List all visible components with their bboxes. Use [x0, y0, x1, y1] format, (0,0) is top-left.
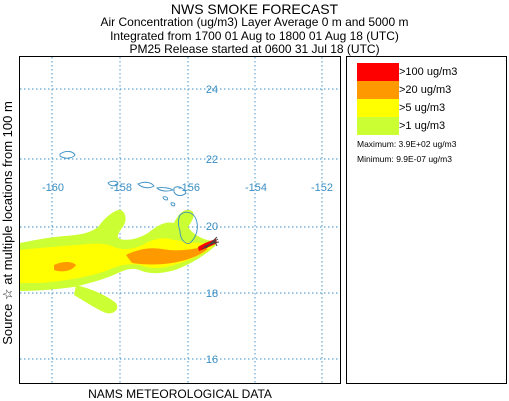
coast-lanai [162, 196, 169, 201]
lon-label-158: -158 [110, 182, 132, 194]
meteorological-data-label: NAMS METEOROLOGICAL DATA [88, 387, 272, 401]
legend-label-gt5: >5 ug/m3 [399, 102, 446, 114]
coast-maui [173, 186, 187, 196]
legend-label-gt20: >20 ug/m3 [399, 84, 452, 96]
lat-label-24: 24 [206, 84, 218, 96]
coast-molokai [156, 187, 175, 192]
legend-item-gt5: >5 ug/m3 [357, 99, 507, 117]
lat-label-20: 20 [206, 221, 218, 233]
legend-swatch-gt5 [357, 99, 399, 117]
coast-niihau-nw [59, 151, 76, 159]
lon-label-156: -156 [178, 182, 200, 194]
integration-period: Integrated from 1700 01 Aug to 1800 01 A… [110, 29, 399, 43]
coast-kauai [107, 180, 119, 187]
plume-gt20 [126, 247, 208, 265]
lon-label-154: -154 [245, 182, 267, 194]
minimum-value: Minimum: 9.9E-07 ug/m3 [357, 154, 452, 164]
maximum-value: Maximum: 3.9E+02 ug/m3 [357, 139, 457, 149]
lon-label-160: -160 [42, 182, 64, 194]
release-start: PM25 Release started at 0600 31 Jul 18 (… [129, 42, 380, 56]
legend-swatch-gt1 [357, 117, 399, 135]
legend-panel: >100 ug/m3 >20 ug/m3 >5 ug/m3 >1 ug/m3 M… [346, 56, 507, 384]
lon-tick-labels: -160 -158 -156 -154 -152 [42, 182, 333, 194]
lat-tick-labels: 24 22 20 18 16 [206, 84, 218, 366]
legend-swatch-gt20 [357, 81, 399, 99]
coastlines [59, 151, 198, 244]
legend-item-gt20: >20 ug/m3 [357, 81, 507, 99]
lon-label-152: -152 [311, 182, 333, 194]
legend-item-gt1: >1 ug/m3 [357, 117, 507, 135]
map-title: NWS SMOKE FORECAST [170, 1, 339, 17]
lat-label-16: 16 [206, 354, 218, 366]
legend-item-gt100: >100 ug/m3 [357, 63, 507, 81]
source-location-label: Source ☆ at multiple locations from 100 … [0, 101, 15, 345]
legend-swatch-gt100 [357, 63, 399, 81]
source-track [201, 236, 220, 250]
lat-label-22: 22 [206, 154, 218, 166]
smoke-plume [20, 209, 220, 314]
smoke-map: 24 22 20 18 16 -160 -158 -156 -154 -152 [20, 57, 340, 383]
lat-label-18: 18 [206, 288, 218, 300]
legend-label-gt100: >100 ug/m3 [399, 66, 458, 78]
coast-kahoolawe [170, 202, 176, 207]
plume-gt20-west-patch [54, 262, 76, 272]
coast-big-island [178, 211, 198, 244]
plume-gt1-south-lobe [74, 285, 118, 314]
map-panel: 24 22 20 18 16 -160 -158 -156 -154 -152 [19, 56, 341, 384]
legend-label-gt1: >1 ug/m3 [399, 120, 446, 132]
concentration-subtitle: Air Concentration (ug/m3) Layer Average … [100, 15, 409, 29]
coast-oahu [137, 181, 155, 189]
